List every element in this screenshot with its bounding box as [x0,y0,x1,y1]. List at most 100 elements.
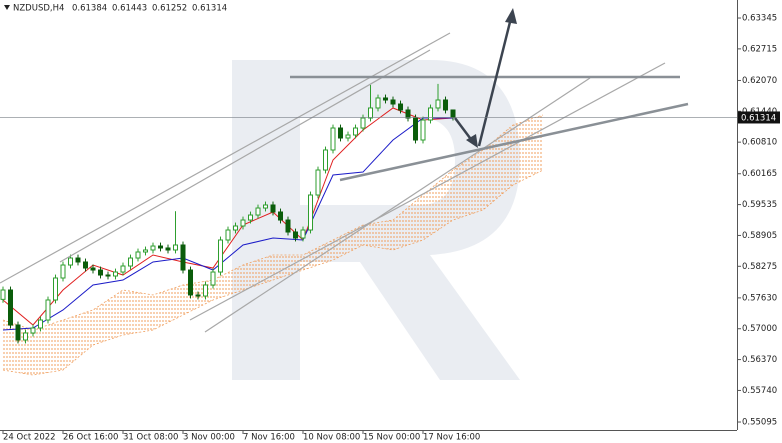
candle-body [293,231,299,239]
indicator-line [2,117,454,331]
candle-body [120,265,126,273]
collapse-icon [4,5,10,10]
cloud-segment [363,220,394,250]
forecast-arrow [477,17,513,147]
y-tick-label: 0.62070 [742,76,777,86]
candle-body [443,99,449,111]
cloud-segment [153,285,184,331]
last-price-box [738,111,780,124]
candle-body [420,119,426,141]
candle-body [135,251,141,259]
candle-body [428,107,434,121]
candle-body [390,99,396,105]
y-tick-label: 0.58905 [742,231,777,241]
cloud-edge [2,114,544,331]
cloud-segment [453,149,484,221]
candle-body [278,211,284,221]
candle-body [60,264,66,279]
candle-body [375,97,381,109]
cloud-segment [333,225,364,261]
candle-body [53,277,59,301]
header-value: 0.61252 [152,4,187,14]
cloud-segment [243,254,274,290]
candle-body [383,97,389,101]
candle-body [210,271,216,286]
candle-body [240,219,246,227]
candle-body [323,149,329,171]
candle-body [90,267,96,271]
channel-line [204,77,591,333]
candle-body [450,109,456,118]
candle-body [83,261,89,269]
candle-body [158,245,164,249]
candle-body [30,327,36,334]
candle-body [233,225,239,231]
candle-body [270,204,276,213]
candle-body [203,284,209,297]
y-tick-label: 0.62715 [742,44,777,54]
candle-body [75,257,81,263]
candle-body [38,319,44,329]
cloud-segment [93,289,124,345]
cloud-segment [393,194,424,250]
y-tick-label: 0.57630 [742,293,777,303]
cloud-segment [63,309,94,371]
candle-body [225,229,231,241]
candle-body [8,289,14,326]
indicator-line [2,107,454,326]
candle-body [180,244,186,271]
support-line [339,102,689,182]
x-tick-label: 26 Oct 16:00 [63,433,118,443]
x-tick-label: 17 Nov 16:00 [423,433,480,443]
candle-body [248,214,254,221]
y-tick-label: 0.60810 [742,138,777,148]
candle-body [308,194,314,231]
candle-body [173,244,179,251]
candle-body [398,103,404,111]
arrow-head [505,8,517,24]
header-value: 0.61314 [192,4,227,14]
candle-body [23,332,29,341]
y-tick-label: 0.57000 [742,324,777,334]
candle-body [113,271,119,277]
x-tick-label: 7 Nov 16:00 [243,433,295,443]
y-tick-label: 0.63345 [742,14,777,24]
candle-body [338,127,344,139]
candle-body [105,274,111,277]
candle-body [98,269,104,276]
cloud-edge [2,169,544,376]
cloud-segment [213,265,244,300]
y-tick-label: 0.55740 [742,386,777,396]
x-tick-label: 24 Oct 2022 [3,433,56,443]
candle-body [218,239,224,273]
cloud-segment [423,170,454,240]
annotations [0,8,689,333]
candle-body [165,247,171,251]
x-tick-label: 31 Oct 08:00 [123,433,178,443]
y-tick-label: 0.58275 [742,262,777,272]
candle-body [315,169,321,196]
y-tick-label: 0.59535 [742,200,777,210]
symbol: NZDUSD,H4 [13,4,64,14]
candle-body [150,245,156,251]
y-tick-label: 0.60165 [742,169,777,179]
channel-line [59,49,431,263]
candle-body [368,107,374,119]
last-price-label: 0.61314 [741,113,776,123]
candle-body [330,127,336,151]
cloud-segment [33,320,64,376]
x-tick-label: 3 Nov 00:00 [183,433,235,443]
candle-body [255,207,261,216]
candle-body [360,117,366,129]
cloud-segment [123,289,154,335]
candle-body [435,99,441,109]
candle-body [263,204,269,209]
candle-body [285,219,291,233]
candle-body [143,249,149,253]
x-tick-label: 15 Nov 00:00 [363,433,420,443]
candle-body [413,117,419,141]
candle-body [128,257,134,267]
channel-line [0,32,451,284]
channel-line [189,62,666,321]
